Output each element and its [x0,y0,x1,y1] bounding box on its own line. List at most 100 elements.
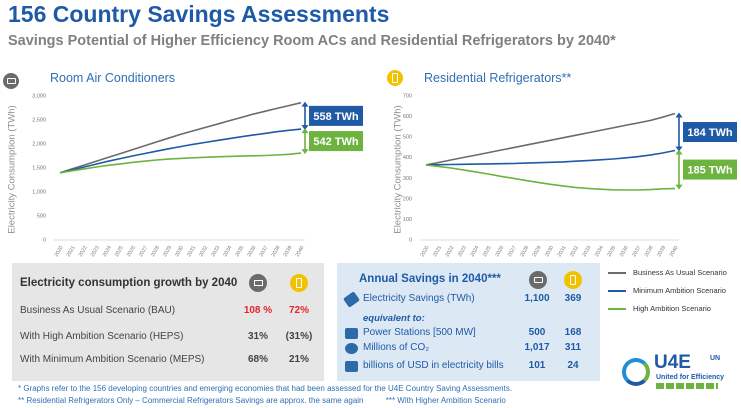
callout-arrow-head [675,184,683,190]
growth-value-ac: 108 % [243,305,273,316]
savings-row-label: Electricity Savings (TWh) [363,293,475,304]
x-tick-label: 2039 [656,245,667,258]
y-tick-label: 0 [409,238,412,244]
callout-box [309,131,363,152]
air-conditioner-icon [3,73,19,89]
x-tick-label: 2020 [420,245,431,258]
series-line-heps [59,152,302,174]
x-tick-label: 2038 [271,245,282,258]
y-tick-label: 1,500 [32,166,46,172]
series-line-heps [425,164,676,191]
y-tick-label: 700 [403,94,412,100]
savings-value-fridge: 311 [564,342,582,353]
savings-value-fridge: 369 [564,293,582,304]
x-tick-label: 2039 [283,245,294,258]
callout-box [309,105,363,126]
x-tick-label: 2027 [507,245,518,258]
callout-label: 542 TWh [313,136,359,148]
callout-arrow-head [301,101,309,107]
legend-item-meps: Minimum Ambition Scenario [608,286,726,295]
x-tick-label: 2021 [432,245,443,258]
coins-icon [345,361,358,372]
x-tick-label: 2023 [90,245,101,258]
x-tick-label: 2026 [126,245,137,258]
growth-value-fridge: 21% [288,354,309,365]
x-tick-label: 2025 [114,245,125,258]
x-tick-label: 2021 [66,245,77,258]
x-tick-label: 2034 [222,245,233,258]
plug-icon [343,291,360,308]
refrigerator-icon [290,274,308,292]
y-tick-label: 600 [403,114,412,120]
y-tick-label: 2,000 [32,142,46,148]
y-tick-label: 2,500 [32,118,46,124]
callout-arrow-head [675,149,683,155]
x-tick-label: 2035 [234,245,245,258]
chart-title-ac: Room Air Conditioners [50,71,176,85]
x-tick-label: 2038 [644,245,655,258]
callout-label: 184 TWh [687,127,733,139]
callout-arrow-head [301,125,309,131]
callout-arrow-head [675,112,683,118]
savings-value-ac: 1,100 [524,293,550,304]
x-tick-label: 2027 [138,245,149,258]
x-tick-label: 2028 [519,245,530,258]
legend-swatch [608,271,626,274]
x-tick-label: 2030 [544,245,555,258]
series-line-bau [425,112,676,166]
refrigerator-icon [387,70,403,86]
y-tick-label: 100 [403,217,412,223]
x-tick-label: 2033 [210,245,221,258]
x-tick-label: 2032 [569,245,580,258]
y-tick-label: 400 [403,155,412,161]
savings-row-label: Millions of CO₂ [363,342,430,353]
footnote-1: * Graphs refer to the 156 developing cou… [18,384,513,393]
y-tick-label: 1,000 [32,190,46,196]
series-line-meps [59,128,302,174]
y-tick-label: 500 [37,214,46,220]
x-tick-label: 2040 [669,245,680,258]
air-conditioner-icon [529,271,547,289]
callout-arrow-head [301,128,309,134]
savings-table-title: Annual Savings in 2040*** [359,273,501,285]
page-title: 156 Country Savings Assessments [8,1,390,27]
y-tick-label: 0 [43,238,46,244]
series-line-meps [425,149,676,166]
logo-icon-strip [656,383,718,389]
legend-label: High Ambition Scenario [633,304,711,313]
x-tick-label: 2036 [246,245,257,258]
x-tick-label: 2030 [174,245,185,258]
x-tick-label: 2022 [78,245,89,258]
x-tick-label: 2029 [532,245,543,258]
x-tick-label: 2036 [619,245,630,258]
growth-value-ac: 31% [247,331,268,342]
y-tick-label: 200 [403,196,412,202]
u4e-logo: U4E UN United for Efficiency [622,352,732,392]
legend-item-heps: High Ambition Scenario [608,304,711,313]
x-tick-label: 2023 [457,245,468,258]
x-tick-label: 2020 [54,245,65,258]
savings-value-ac: 101 [528,360,546,371]
x-tick-label: 2024 [102,245,113,258]
refrigerator-icon [564,271,582,289]
x-tick-label: 2022 [445,245,456,258]
x-tick-label: 2040 [295,245,306,258]
growth-row-label: With Minimum Ambition Scenario (MEPS) [20,354,205,365]
growth-row-label: Business As Usual Scenario (BAU) [20,305,176,316]
co2-icon [345,343,358,354]
growth-row-label: With High Ambition Scenario (HEPS) [20,331,184,342]
callout-label: 185 TWh [687,165,733,177]
growth-table: Electricity consumption growth by 2040 B… [12,263,324,381]
savings-value-ac: 1,017 [524,342,550,353]
growth-table-title: Electricity consumption growth by 2040 [20,277,238,289]
savings-table: Annual Savings in 2040*** Electricity Sa… [337,263,600,381]
growth-value-fridge: (31%) [285,331,313,342]
x-tick-label: 2025 [482,245,493,258]
x-tick-label: 2032 [198,245,209,258]
callout-label: 558 TWh [313,111,359,123]
x-tick-label: 2037 [258,245,269,258]
x-tick-label: 2037 [631,245,642,258]
legend-label: Business As Usual Scenario [633,268,727,277]
power-station-icon [345,328,358,339]
